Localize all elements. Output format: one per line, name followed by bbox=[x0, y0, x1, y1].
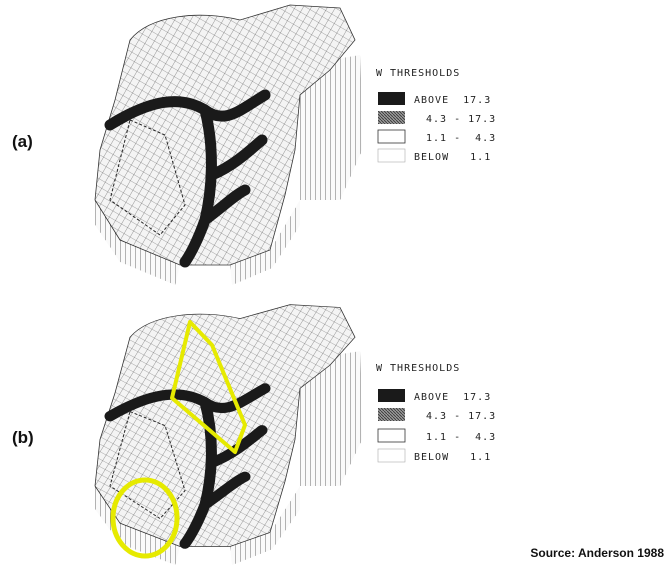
legend-item: 4.3 - 17.3 bbox=[426, 114, 496, 125]
legend-title: W THRESHOLDS bbox=[376, 68, 460, 79]
panel-a: (a) W THRESHOLDS ABOVE 17.3 4.3 - 17.3 1… bbox=[12, 5, 496, 285]
legend-swatch bbox=[378, 389, 405, 402]
figure: (a) W THRESHOLDS ABOVE 17.3 4.3 - 17.3 1… bbox=[0, 0, 666, 567]
legend-swatch bbox=[378, 111, 405, 124]
legend-swatch bbox=[378, 92, 405, 105]
panel-label: (b) bbox=[12, 428, 34, 447]
terrain-surface bbox=[95, 305, 362, 565]
source-note: Source: Anderson 1988 bbox=[530, 546, 664, 560]
legend-item: ABOVE 17.3 bbox=[414, 95, 491, 106]
legend-title: W THRESHOLDS bbox=[376, 363, 460, 374]
legend-item: 1.1 - 4.3 bbox=[426, 432, 496, 443]
legend-swatch bbox=[378, 449, 405, 462]
legend-swatch bbox=[378, 130, 405, 143]
legend-item: 1.1 - 4.3 bbox=[426, 133, 496, 144]
terrain-surface bbox=[95, 5, 362, 285]
panel-label: (a) bbox=[12, 132, 33, 151]
legend-swatch bbox=[378, 408, 405, 421]
panel-b: (b) W THRESHOLDS ABOVE 17.3 4.3 - 17.3 1… bbox=[12, 305, 496, 565]
legend-item: BELOW 1.1 bbox=[414, 152, 491, 163]
legend-swatch bbox=[378, 429, 405, 442]
legend-item: ABOVE 17.3 bbox=[414, 392, 491, 403]
legend-swatch bbox=[378, 149, 405, 162]
legend-item: 4.3 - 17.3 bbox=[426, 411, 496, 422]
legend-item: BELOW 1.1 bbox=[414, 452, 491, 463]
